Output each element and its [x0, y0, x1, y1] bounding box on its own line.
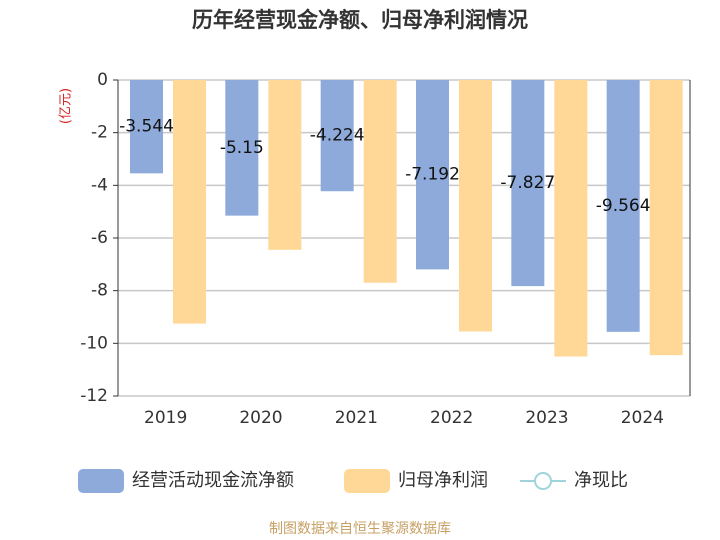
bar	[511, 80, 545, 287]
data-label: -3.544	[119, 117, 174, 137]
bar	[320, 80, 354, 192]
y-tick-label: -10	[80, 333, 108, 353]
legend-label: 归母净利润	[398, 470, 488, 491]
bar	[416, 80, 449, 270]
bar	[173, 80, 206, 324]
y-tick-label: -8	[91, 281, 108, 301]
unit-label: (亿元)	[59, 88, 74, 124]
chart-title: 历年经营现金净额、归母净利润情况	[192, 8, 528, 32]
legend-label: 净现比	[574, 470, 628, 491]
y-tick-label: 0	[97, 70, 108, 90]
bar	[606, 80, 640, 332]
legend-swatch	[344, 469, 390, 493]
data-label: -9.564	[596, 196, 651, 216]
y-tick-label: -2	[91, 123, 108, 143]
x-tick-label: 2021	[335, 408, 378, 428]
bar	[459, 80, 492, 332]
bar	[363, 80, 397, 283]
legend-swatch	[78, 469, 124, 493]
data-label: -4.224	[310, 126, 365, 146]
x-tick-label: 2019	[144, 408, 187, 428]
data-label: -5.15	[220, 138, 264, 158]
x-tick-label: 2020	[239, 408, 282, 428]
legend-marker	[534, 472, 552, 490]
y-tick-label: -4	[91, 175, 108, 195]
x-tick-label: 2022	[430, 408, 473, 428]
source-note: 制图数据来自恒生聚源数据库	[269, 521, 451, 537]
data-label: -7.192	[405, 165, 460, 185]
bar	[268, 80, 302, 250]
bar	[649, 80, 683, 356]
x-tick-label: 2024	[621, 408, 664, 428]
bar	[130, 80, 163, 174]
data-label: -7.827	[500, 173, 555, 193]
legend-label: 经营活动现金流净额	[132, 470, 294, 491]
y-tick-label: -6	[91, 228, 108, 248]
bar	[225, 80, 259, 216]
bar	[554, 80, 588, 357]
y-tick-label: -12	[80, 386, 108, 406]
x-tick-label: 2023	[525, 408, 568, 428]
